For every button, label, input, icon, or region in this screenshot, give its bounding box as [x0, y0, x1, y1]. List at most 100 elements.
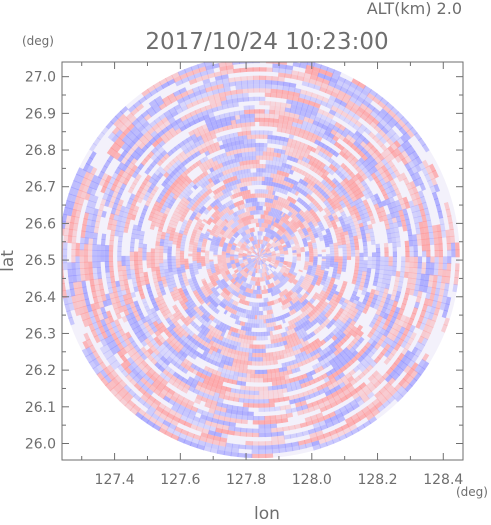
radar-cell	[392, 242, 397, 248]
radar-cell	[330, 256, 334, 259]
radar-cell	[147, 264, 152, 269]
radar-cell	[259, 172, 262, 176]
radar-cell	[130, 256, 134, 261]
radar-cell	[176, 259, 180, 262]
radar-cell	[244, 114, 250, 119]
radar-cell	[259, 349, 263, 353]
radar-cell	[138, 264, 143, 269]
radar-cell	[256, 172, 259, 176]
radar-cell	[256, 345, 260, 349]
radar-cell	[138, 256, 142, 261]
radar-cell	[376, 256, 380, 261]
radar-cell	[151, 260, 155, 264]
radar-cell	[263, 374, 268, 378]
radar-cell	[267, 369, 272, 374]
radar-cell	[259, 290, 260, 294]
radar-cell	[380, 256, 384, 261]
radar-cell	[155, 252, 159, 256]
radar-cell	[259, 378, 264, 382]
radar-cell	[259, 387, 264, 391]
radar-cell	[117, 246, 121, 252]
radar-cell	[305, 253, 309, 255]
radar-cell	[155, 260, 159, 264]
radar-cell	[180, 256, 184, 259]
radar-cell	[259, 181, 262, 185]
radar-cell	[334, 254, 338, 257]
radar-cell	[343, 256, 347, 259]
radar-cell	[117, 266, 122, 272]
radar-cell	[266, 357, 270, 362]
radar-cell	[313, 252, 317, 254]
radar-cell	[380, 261, 384, 266]
radar-cell	[246, 126, 251, 131]
radar-cell	[266, 327, 269, 332]
radar-cell	[309, 253, 313, 255]
radar-cell	[259, 114, 265, 118]
radar-cell	[249, 109, 255, 113]
radar-cell	[351, 253, 355, 257]
radar-cell	[258, 210, 260, 214]
radar-cell	[197, 258, 201, 261]
radar-cell	[249, 391, 255, 395]
radar-field	[59, 55, 460, 459]
radar-cell	[254, 395, 260, 399]
radar-cell	[256, 164, 260, 168]
radar-cell	[176, 253, 180, 256]
radar-cell	[259, 109, 265, 113]
radar-cell	[334, 256, 338, 259]
radar-cell	[245, 118, 251, 123]
radar-cell	[263, 395, 269, 399]
radar-cell	[247, 135, 252, 140]
radar-cell	[255, 193, 258, 197]
radar-cell	[254, 109, 260, 113]
radar-cell	[254, 181, 257, 185]
radar-cell	[256, 156, 260, 160]
radar-cell	[151, 248, 155, 252]
radar-cell	[176, 256, 180, 259]
radar-cell	[359, 253, 363, 257]
radar-cell	[167, 256, 171, 260]
radar-cell	[259, 315, 261, 319]
radar-cell	[259, 361, 263, 365]
radar-cell	[121, 261, 125, 267]
radar-cell	[272, 381, 277, 386]
radar-cell	[259, 168, 262, 172]
radar-cell	[134, 252, 138, 257]
radar-cell	[338, 245, 343, 249]
radar-cell	[347, 250, 351, 254]
radar-cell	[184, 259, 188, 262]
radar-cell	[257, 181, 260, 185]
radar-cell	[248, 147, 252, 152]
radar-cell	[376, 248, 380, 253]
radar-cell	[192, 256, 196, 259]
radar-cell	[130, 251, 134, 256]
radar-cell	[252, 151, 256, 155]
radar-cell	[248, 152, 252, 157]
radar-cell	[254, 399, 260, 403]
radar-cell	[263, 391, 268, 395]
radar-cell	[259, 395, 265, 399]
radar-cell	[261, 324, 264, 328]
radar-cell	[171, 256, 175, 259]
radar-cell	[259, 177, 262, 181]
radar-cell	[197, 256, 201, 258]
radar-cell	[334, 251, 338, 254]
radar-cell	[217, 255, 221, 257]
radar-cell	[256, 206, 258, 210]
radar-cell	[151, 256, 155, 260]
radar-cell	[256, 151, 260, 155]
radar-cell	[339, 256, 343, 259]
radar-cell	[205, 258, 209, 260]
radar-cell	[252, 147, 256, 151]
radar-cell	[146, 252, 150, 256]
radar-cell	[396, 241, 401, 247]
radar-cell	[267, 373, 272, 378]
radar-cell	[255, 374, 260, 378]
radar-cell	[254, 391, 259, 395]
chart-subtitle: ALT(km) 2.0	[367, 0, 462, 18]
radar-cell	[259, 282, 260, 286]
radar-cell	[262, 344, 266, 348]
radar-cell	[262, 349, 266, 353]
radar-cell	[188, 254, 192, 257]
radar-cell	[251, 135, 256, 139]
